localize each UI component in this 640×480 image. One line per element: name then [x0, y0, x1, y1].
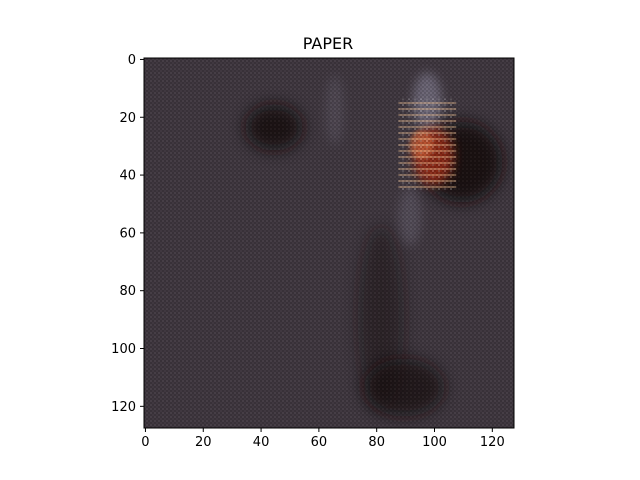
- y-tick-label: 20: [119, 111, 136, 126]
- y-axis: 0 20 40 60 80 100 120: [111, 53, 144, 415]
- y-tick-label: 120: [111, 400, 136, 415]
- heatmap-texture: [144, 58, 514, 428]
- heatmap-image: [144, 58, 514, 428]
- x-tick-label: 0: [141, 435, 149, 450]
- chart-title: PAPER: [303, 34, 353, 53]
- x-tick-label: 80: [368, 435, 385, 450]
- y-tick-label: 60: [119, 226, 136, 241]
- x-tick-label: 40: [253, 435, 270, 450]
- y-tick-label: 80: [119, 284, 136, 299]
- x-tick-label: 20: [195, 435, 212, 450]
- x-axis: 0 20 40 60 80 100 120: [141, 428, 505, 450]
- y-tick-label: 0: [128, 53, 136, 68]
- axes-frame: [143, 57, 515, 429]
- x-tick-label: 60: [311, 435, 328, 450]
- x-tick-label: 100: [422, 435, 447, 450]
- y-tick-label: 100: [111, 342, 136, 357]
- x-tick-label: 120: [480, 435, 505, 450]
- y-tick-label: 40: [119, 169, 136, 184]
